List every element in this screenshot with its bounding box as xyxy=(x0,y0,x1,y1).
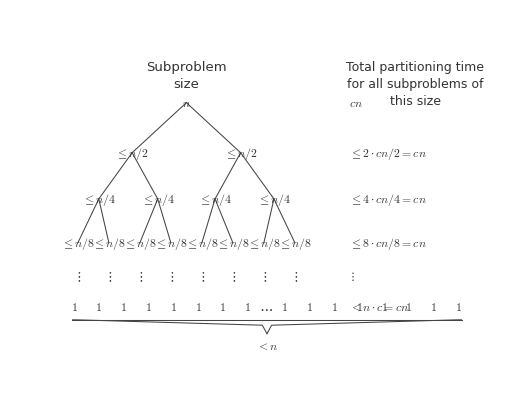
Text: $\vdots$: $\vdots$ xyxy=(349,270,355,283)
Text: $\leq n/8$: $\leq n/8$ xyxy=(123,235,157,251)
Text: $\leq n/2$: $\leq n/2$ xyxy=(224,146,258,161)
Text: $\vdots$: $\vdots$ xyxy=(75,269,81,283)
Text: $\leq n/8$: $\leq n/8$ xyxy=(278,235,312,251)
Text: $< n \cdot c = cn$: $< n \cdot c = cn$ xyxy=(349,300,409,314)
Text: $1$: $1$ xyxy=(281,300,288,314)
Text: $1$: $1$ xyxy=(70,300,77,314)
Text: $\leq n/8$: $\leq n/8$ xyxy=(154,235,188,251)
Text: $\leq n/4$: $\leq n/4$ xyxy=(82,191,116,207)
Text: $\leq n/8$: $\leq n/8$ xyxy=(247,235,281,251)
Text: $1$: $1$ xyxy=(219,300,226,314)
Text: $1$: $1$ xyxy=(95,300,102,314)
Text: $\leq n/8$: $\leq n/8$ xyxy=(61,235,95,251)
Text: $\leq n/8$: $\leq n/8$ xyxy=(216,235,250,251)
Text: $1$: $1$ xyxy=(331,300,338,314)
Text: $1$: $1$ xyxy=(195,300,201,314)
Text: $1$: $1$ xyxy=(145,300,152,314)
Text: $\cdots$: $\cdots$ xyxy=(259,300,273,314)
Text: $\leq 4 \cdot cn/4 = cn$: $\leq 4 \cdot cn/4 = cn$ xyxy=(349,191,427,207)
Text: $\vdots$: $\vdots$ xyxy=(137,269,143,283)
Text: $\vdots$: $\vdots$ xyxy=(199,269,205,283)
Text: $\leq n/8$: $\leq n/8$ xyxy=(185,235,219,251)
Text: $n$: $n$ xyxy=(182,97,191,110)
Text: $\leq 8 \cdot cn/8 = cn$: $\leq 8 \cdot cn/8 = cn$ xyxy=(349,235,427,251)
Text: Subproblem
size: Subproblem size xyxy=(146,61,227,91)
Text: $\vdots$: $\vdots$ xyxy=(292,269,298,283)
Text: $cn$: $cn$ xyxy=(349,97,363,110)
Text: $\leq n/4$: $\leq n/4$ xyxy=(257,191,291,207)
Text: $1$: $1$ xyxy=(381,300,387,314)
Text: Total partitioning time
for all subproblems of
this size: Total partitioning time for all subprobl… xyxy=(346,61,484,108)
Text: $1$: $1$ xyxy=(244,300,251,314)
Text: $1$: $1$ xyxy=(405,300,412,314)
Text: $1$: $1$ xyxy=(356,300,363,314)
Text: $\leq n/2$: $\leq n/2$ xyxy=(116,146,149,161)
Text: $1$: $1$ xyxy=(170,300,176,314)
Text: $\vdots$: $\vdots$ xyxy=(229,269,236,283)
Text: $\vdots$: $\vdots$ xyxy=(106,269,112,283)
Text: $\vdots$: $\vdots$ xyxy=(168,269,174,283)
Text: $1$: $1$ xyxy=(455,300,462,314)
Text: $\leq n/8$: $\leq n/8$ xyxy=(92,235,126,251)
Text: $< n$: $< n$ xyxy=(256,340,278,352)
Text: $\leq 2 \cdot cn/2 = cn$: $\leq 2 \cdot cn/2 = cn$ xyxy=(349,146,427,161)
Text: $1$: $1$ xyxy=(120,300,127,314)
Text: $\vdots$: $\vdots$ xyxy=(261,269,267,283)
Text: $\leq n/4$: $\leq n/4$ xyxy=(141,191,175,207)
Text: $1$: $1$ xyxy=(430,300,437,314)
Text: $\leq n/4$: $\leq n/4$ xyxy=(198,191,232,207)
Text: $1$: $1$ xyxy=(306,300,313,314)
